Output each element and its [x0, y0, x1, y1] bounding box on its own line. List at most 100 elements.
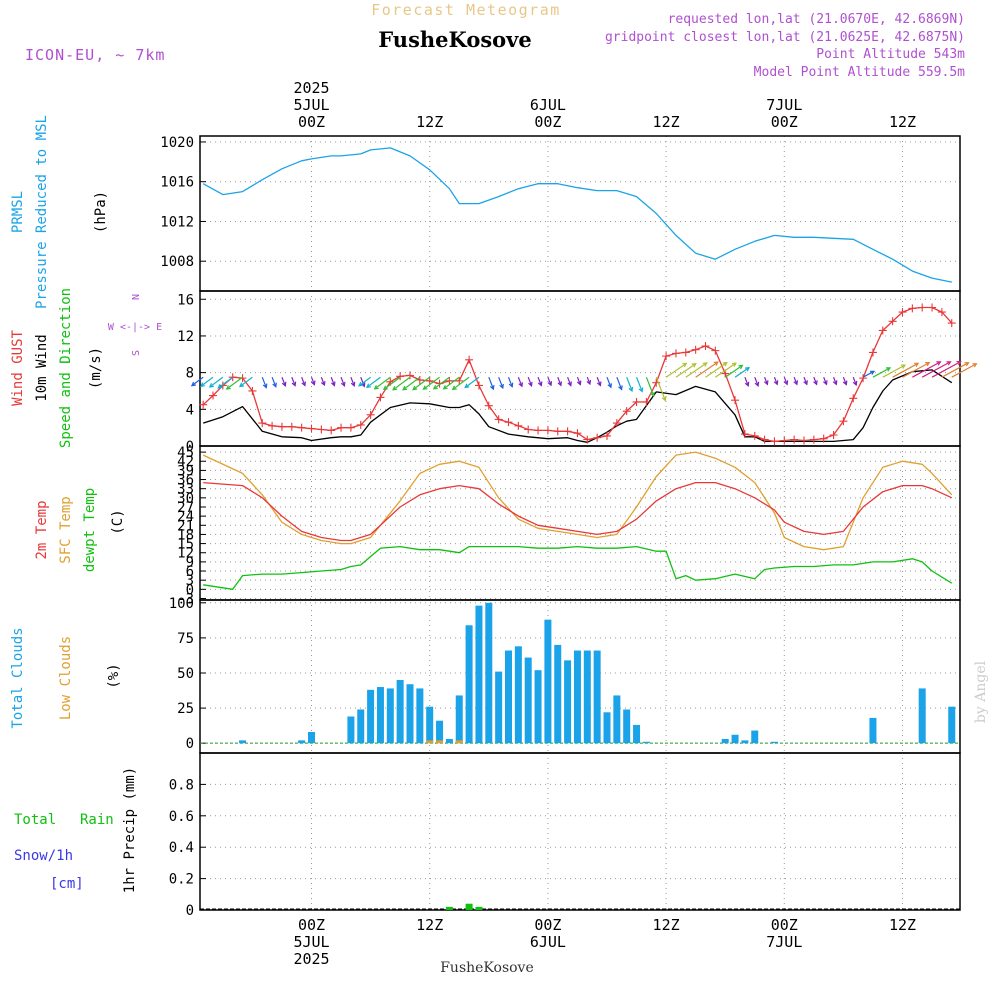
wind-arrow — [576, 376, 581, 385]
rain-label: Rain — [80, 812, 114, 828]
total-cloud-bar — [544, 619, 552, 744]
y-tick-label: 16 — [177, 292, 194, 308]
wind-arrow-head — [291, 381, 297, 387]
total-cloud-bar — [396, 680, 404, 744]
wind-arrow — [392, 376, 411, 391]
info-line-point-altitude: Point Altitude 543m — [816, 47, 965, 62]
gust-marker — [770, 437, 779, 446]
clouds-unit-label: (%) — [106, 663, 122, 688]
gust-marker — [790, 435, 799, 444]
time-axis-top-label: 00Z — [298, 113, 325, 131]
wind-arrow-head — [442, 384, 448, 390]
wind-panel-labels: Wind GUST 10m Wind Speed and Direction (… — [10, 288, 162, 448]
wind-arrow-head — [628, 386, 634, 393]
wind-arrow — [912, 361, 941, 378]
total-cloud-bar — [347, 716, 355, 744]
wind-arrow — [320, 376, 325, 386]
gust-marker — [573, 429, 582, 438]
wind-arrow — [200, 376, 214, 387]
time-axis-bottom-label: 12Z — [653, 916, 680, 934]
low-cloud-bar — [426, 740, 434, 744]
gust-marker — [809, 435, 818, 444]
total-label: Total — [14, 812, 56, 828]
gust-marker — [287, 422, 296, 431]
wind-arrow — [635, 376, 643, 392]
gust-marker — [218, 381, 227, 390]
gust-marker — [465, 355, 474, 364]
gust-marker — [474, 381, 483, 390]
precip-unit-label: 1hr Precip (mm) — [122, 767, 138, 893]
wind-arrow — [921, 361, 951, 378]
wind-arrow — [872, 367, 891, 378]
gust-marker — [937, 308, 946, 317]
wind-arrow-head — [190, 381, 196, 387]
total-cloud-bar — [731, 734, 739, 744]
time-axis-bottom-label: 00Z — [771, 916, 798, 934]
gust-marker — [553, 427, 562, 436]
gust-marker — [829, 430, 838, 439]
y-tick-label: 75 — [177, 631, 194, 647]
time-axis-top-label: 5JUL — [293, 96, 329, 114]
pressure-unit-label: (hPa) — [93, 191, 109, 233]
y-tick-label: 21 — [177, 518, 194, 534]
wind-arrow — [366, 376, 381, 388]
wind-arrow-head — [661, 396, 667, 402]
wind-arrow — [383, 376, 401, 390]
wind-arrow-head — [738, 364, 744, 370]
gust-marker — [376, 393, 385, 402]
wind-arrow-head — [365, 383, 371, 389]
gust-marker — [671, 349, 680, 358]
wind-arrow-head — [886, 367, 892, 372]
cloud-panel-labels: Total Clouds Low Clouds (%) — [10, 627, 122, 728]
time-axis-bottom-label: 00Z — [298, 916, 325, 934]
wind-arrow-head — [638, 387, 644, 393]
wind-arrow — [675, 363, 697, 378]
wind-arrow — [402, 376, 421, 391]
wind-arrow-head — [537, 381, 543, 387]
gust-marker — [750, 431, 759, 440]
gust-marker — [307, 424, 316, 433]
info-line-gridpoint: gridpoint closest lon,lat (21.0625E, 42.… — [605, 30, 965, 45]
gust-marker — [406, 371, 414, 380]
wind-arrow-head — [813, 380, 818, 386]
panel-frame — [199, 135, 961, 292]
wind-arrow-head — [489, 385, 495, 391]
gust-marker — [337, 423, 346, 432]
wind-arrow — [301, 376, 306, 386]
total-cloud-bar — [406, 684, 414, 744]
temp-panel-labels: 2m Temp SFC Temp dewpt Temp (C) — [34, 488, 126, 572]
wind-arrow-head — [464, 383, 470, 389]
gust-marker — [711, 346, 720, 355]
wind-arrow-head — [238, 382, 245, 388]
gust-marker — [268, 421, 277, 430]
panel-frame — [199, 290, 961, 447]
y-tick-label: 0 — [186, 582, 194, 598]
location-title: FusheKosove — [378, 27, 531, 52]
wind-arrow — [931, 361, 961, 378]
snow-unit-label: [cm] — [50, 876, 84, 892]
wind-arrow — [547, 376, 552, 386]
temp-unit-label: (C) — [110, 509, 126, 534]
wind-arrow-head — [402, 385, 408, 391]
total-cloud-bar — [751, 730, 759, 744]
gust-marker — [632, 397, 641, 406]
total-cloud-bar — [918, 688, 926, 744]
sfc-temp-line — [202, 451, 953, 551]
wind-arrow-head — [596, 381, 602, 387]
wind-arrow-head — [225, 385, 231, 390]
time-axis-top-label: 12Z — [653, 113, 680, 131]
compass-west-east: W <-|-> E — [108, 322, 162, 333]
wind-arrow-head — [340, 381, 346, 387]
meteogram-subtitle: Forecast Meteogram — [371, 1, 561, 19]
wind-direction-arrows — [190, 361, 978, 402]
total-cloud-bar — [416, 688, 424, 744]
wind-arrow — [695, 361, 719, 378]
gust-marker — [888, 317, 897, 326]
y-tick-label: 0.2 — [169, 872, 194, 888]
time-axis-bottom-label: 00Z — [534, 916, 561, 934]
wind-arrow-head — [567, 381, 572, 387]
wind-arrow-head — [914, 362, 920, 368]
gust-marker — [662, 352, 671, 361]
low-cloud-bar — [455, 740, 463, 744]
